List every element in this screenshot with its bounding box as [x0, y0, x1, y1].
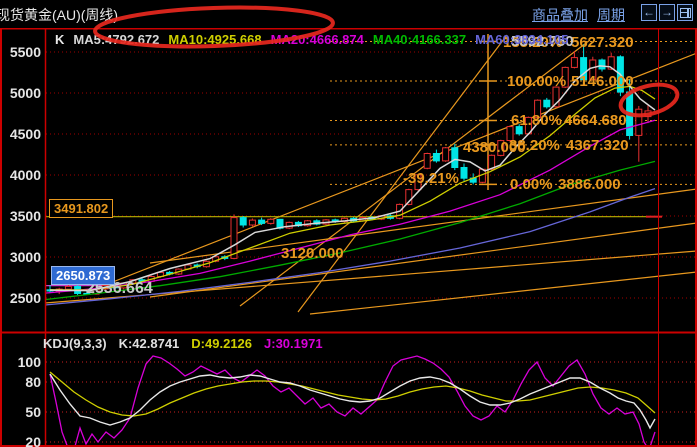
kdj-axis-label: 20 [25, 434, 41, 447]
y-axis-label: 3000 [9, 249, 41, 265]
y-axis-label: 3500 [9, 208, 41, 224]
right-arrow-icon: → [661, 5, 673, 19]
price-label: 3120.000 [281, 245, 344, 262]
k-line-label: K [55, 32, 65, 47]
forward-arrow-button[interactable]: → [659, 4, 675, 21]
kdj-axis-label: 100 [17, 354, 41, 370]
ma20-value: MA20:4666.874 [270, 32, 364, 47]
kdj-params-label: KDJ(9,3,3) [43, 336, 107, 351]
fib-percent-label: 138.20% [503, 33, 563, 51]
ma-indicator-bar: K MA5:4792.672 MA10:4925.668 MA20:4666.874 M… [55, 32, 577, 47]
fib-price-label: 3886.000 [558, 176, 621, 194]
price-box-label: 3491.802 [49, 199, 114, 218]
menu-item-period[interactable]: 周期 [597, 7, 625, 23]
title-bar: 现货黄金(AU)(周线) 商品叠加 周期 ← → [0, 0, 697, 28]
ma10-value: MA10:4925.668 [168, 32, 262, 47]
kdj-k-value: K:42.8741 [118, 336, 180, 351]
price-label: 4380.000 [463, 139, 526, 156]
price-box-label: 2650.873 [51, 266, 116, 285]
y-axis-label: 2500 [9, 290, 41, 306]
y-axis-label: 4000 [9, 167, 41, 183]
ma40-value: MA40:4166.337 [372, 32, 467, 47]
price-label: -39.21% [403, 170, 459, 187]
kdj-axis-label: 80 [25, 374, 41, 390]
ma60-value: MA60:3834.105 [475, 32, 569, 47]
y-axis-label: 5000 [9, 85, 41, 101]
fib-percent-label: 61.80% [511, 112, 562, 130]
page-title: 现货黄金(AU)(周线) [0, 7, 119, 23]
y-axis-label: 4500 [9, 126, 41, 142]
kdj-d-value: D:49.2126 [191, 336, 253, 351]
fib-percent-label: 0.00% [510, 176, 553, 194]
left-arrow-icon: ← [643, 5, 655, 19]
fib-percent-label: 38.20% [509, 136, 560, 154]
back-arrow-button[interactable]: ← [641, 4, 657, 21]
menu-item-commodity-overlay[interactable]: 商品叠加 [532, 7, 588, 23]
fib-percent-label: 100.00% [507, 73, 567, 91]
kdj-indicator-bar: KDJ(9,3,3) K:42.8741 D:49.2126 J:30.1971 [43, 336, 335, 351]
layout-button[interactable] [677, 4, 693, 21]
price-label: 5592.750 [511, 33, 574, 50]
fib-price-label: 5146.000 [571, 73, 634, 91]
fib-price-label: 5627.320 [571, 33, 634, 51]
fib-price-label: 4367.320 [566, 136, 629, 154]
kdj-j-value: J:30.1971 [264, 336, 323, 351]
kdj-axis-label: 50 [25, 404, 41, 420]
y-axis-label: 5500 [9, 44, 41, 60]
ma5-value: MA5:4792.672 [73, 32, 160, 47]
fib-price-label: 4664.680 [564, 112, 627, 130]
layout-icon [680, 8, 691, 18]
